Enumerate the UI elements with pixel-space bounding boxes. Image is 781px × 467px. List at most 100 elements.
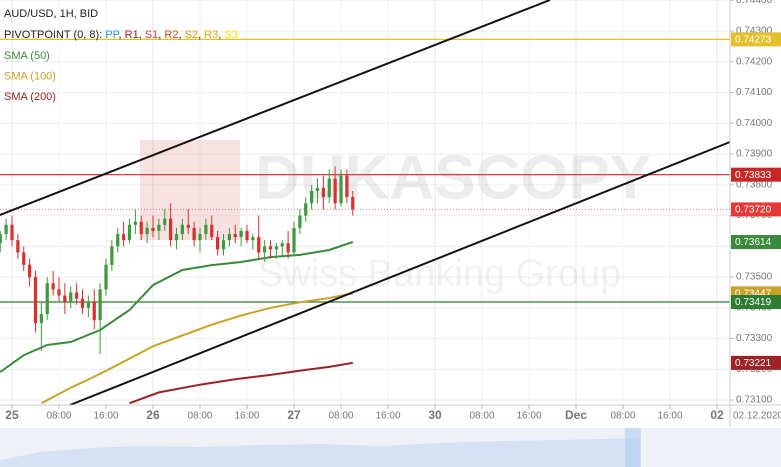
navigator-window — [625, 428, 641, 467]
candle-body — [45, 283, 49, 314]
sma-badge-label: 0.73447 — [735, 289, 772, 300]
level-badge — [731, 294, 781, 309]
x-tick-label: 25 — [5, 408, 19, 422]
y-tick-label: 0.73500 — [736, 272, 773, 283]
candle-body — [286, 243, 290, 253]
candle-body — [221, 240, 226, 250]
x-tick-label: 08:00 — [328, 411, 353, 422]
x-tick-label: 16:00 — [375, 411, 400, 422]
y-tick-label: 0.74200 — [736, 56, 773, 67]
candle-body — [139, 221, 143, 235]
candle-body — [127, 224, 132, 241]
candle-body — [63, 295, 67, 302]
candle-body — [174, 234, 179, 241]
y-tick-label: 0.73100 — [736, 395, 773, 406]
current-price-badge-label: 0.73720 — [735, 205, 772, 216]
grid-layer — [0, 0, 730, 405]
x-tick-label: 16:00 — [516, 411, 541, 422]
candle-body — [333, 178, 337, 204]
sma-badge — [731, 355, 781, 370]
y-tick-label: 0.74300 — [736, 26, 773, 37]
candle-body — [157, 224, 161, 231]
candle-body — [92, 301, 96, 321]
pivot-item: R3 — [201, 29, 218, 41]
legend-entry: SMA (50) — [4, 50, 50, 62]
candle-body — [268, 246, 273, 250]
candle-body — [10, 224, 14, 241]
x-tick-label: 08:00 — [469, 411, 494, 422]
candle-body — [198, 234, 202, 241]
candle-body — [327, 178, 331, 198]
x-tick-label: 16:00 — [234, 411, 259, 422]
legend: AUD/USD, 1H, BID PIVOTPOINT (0, 8): PP, … — [4, 8, 238, 103]
level-badge — [731, 167, 781, 182]
x-tick-label: Dec — [565, 408, 587, 422]
candle-body — [39, 313, 43, 324]
candle-body — [239, 230, 243, 238]
current-price-badge — [731, 202, 781, 217]
candle-body — [22, 252, 26, 265]
trend-line — [69, 141, 731, 406]
candle-body — [186, 224, 190, 228]
sma-line — [129, 361, 353, 405]
candle-body — [110, 246, 114, 265]
candle-body — [133, 221, 137, 225]
candle-body — [57, 289, 61, 296]
candle-body — [345, 175, 349, 198]
candle-body — [339, 175, 343, 204]
y-tick-label: 0.74400 — [736, 0, 773, 6]
plot-layer — [0, 38, 730, 405]
pivot-item: S3 — [221, 29, 238, 41]
navigator-area — [0, 438, 640, 467]
level-badge-label: 0.73419 — [735, 297, 772, 308]
candle-body — [145, 227, 149, 235]
candle-body — [121, 234, 126, 241]
y-tick-label: 0.73800 — [736, 179, 773, 190]
candle-body — [321, 187, 325, 198]
pivot-item: S2 — [182, 29, 199, 41]
candle-body — [233, 234, 237, 238]
candle-body — [116, 234, 120, 247]
separator: , — [139, 29, 142, 41]
x-tick-label: 02 — [710, 408, 724, 422]
candle-body — [310, 190, 314, 204]
candle-body — [292, 227, 296, 253]
candle-body — [192, 227, 196, 241]
candle-body — [351, 197, 355, 210]
x-tick-label: 08:00 — [46, 411, 71, 422]
x-tick-label: 08:00 — [610, 411, 635, 422]
pivot-item: PP — [102, 29, 119, 41]
watermark-text: DUKASCOPY — [255, 143, 651, 212]
candle-body — [80, 298, 85, 308]
candle-body — [298, 215, 302, 228]
separator: , — [178, 29, 181, 41]
candle-body — [4, 224, 8, 235]
pivot-label: PIVOTPOINT (0, 8): — [4, 29, 102, 41]
x-tick-label: 27 — [287, 408, 301, 422]
candle-body — [280, 243, 284, 247]
candle-body — [69, 292, 73, 302]
candle-body — [204, 224, 208, 235]
candle-body — [216, 237, 220, 250]
candle-body — [0, 234, 2, 244]
y-tick-label: 0.74100 — [736, 87, 773, 98]
y-tick-label: 0.73300 — [736, 333, 773, 344]
symbol-label: AUD/USD, 1H, BID — [4, 8, 98, 20]
axis-layer: 0.74400 0.74300 0.74200 0.74100 0.74000 0.739… — [5, 0, 781, 422]
candle-body — [51, 283, 55, 290]
candle-body — [251, 237, 255, 241]
sma-line — [40, 292, 353, 405]
candle-body — [74, 292, 79, 299]
watermark-subtext: Swiss Banking Group — [258, 253, 621, 295]
candle-body — [163, 218, 167, 225]
candle-body — [151, 227, 155, 231]
pivot-legend: PIVOTPOINT (0, 8): PP, R1, S1, R2, S2, R… — [4, 29, 238, 41]
y-tick-label: 0.73900 — [736, 149, 773, 160]
candle-body — [245, 230, 249, 241]
level-badge-label: 0.74273 — [735, 35, 772, 46]
separator: , — [158, 29, 161, 41]
level-badge-label: 0.73833 — [735, 170, 772, 181]
candle-body — [98, 289, 102, 321]
legend-entry: SMA (100) — [4, 70, 56, 82]
candle-body — [263, 246, 267, 253]
